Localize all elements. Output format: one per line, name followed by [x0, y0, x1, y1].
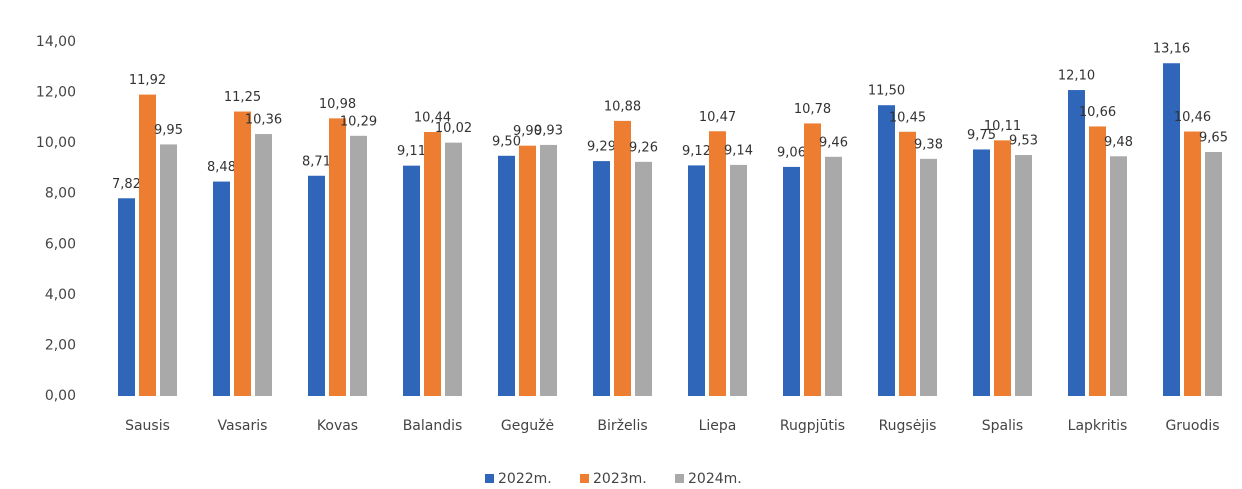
value-label: 10,98: [319, 97, 356, 112]
value-label: 9,26: [629, 140, 658, 155]
bar: [498, 155, 515, 396]
value-label: 9,50: [492, 134, 521, 149]
x-tick-label: Vasaris: [218, 418, 268, 434]
legend-label: 2023m.: [593, 471, 647, 487]
value-label: 10,29: [340, 114, 377, 129]
y-tick-label: 14,00: [36, 34, 76, 50]
value-label: 9,93: [534, 123, 563, 138]
x-tick-label: Balandis: [403, 418, 463, 434]
y-tick-label: 8,00: [45, 186, 76, 202]
legend-label: 2024m.: [688, 471, 742, 487]
bar: [540, 144, 557, 396]
bar: [139, 94, 156, 396]
x-tick-label: Gegužė: [501, 418, 554, 434]
value-label: 9,14: [724, 143, 753, 158]
bar: [424, 132, 441, 396]
value-label: 13,16: [1153, 42, 1190, 57]
value-label: 11,50: [868, 84, 905, 99]
bar: [973, 149, 990, 396]
bar: [1110, 156, 1127, 396]
value-label: 10,47: [699, 110, 736, 125]
value-label: 10,44: [414, 111, 451, 126]
bar: [255, 134, 272, 397]
value-label: 9,46: [819, 135, 848, 150]
value-label: 9,90: [513, 124, 542, 139]
legend-swatch: [675, 474, 684, 483]
bar: [614, 120, 631, 397]
legend-swatch: [580, 474, 589, 483]
bar: [1089, 126, 1106, 396]
bar: [994, 140, 1011, 396]
value-label: 9,95: [154, 123, 183, 138]
legend-label: 2022m.: [498, 471, 552, 487]
bar: [920, 158, 937, 396]
bar: [403, 165, 420, 396]
y-tick-label: 4,00: [45, 287, 76, 303]
value-label: 10,78: [794, 102, 831, 117]
value-label: 10,46: [1174, 110, 1211, 125]
bar: [1163, 63, 1180, 397]
x-tick-label: Lapkritis: [1068, 418, 1128, 434]
bar: [519, 145, 536, 396]
bar: [688, 165, 705, 396]
y-tick-label: 10,00: [36, 135, 76, 151]
value-label: 11,25: [224, 90, 261, 105]
value-label: 9,11: [397, 144, 426, 159]
bar: [1068, 90, 1085, 397]
x-tick-label: Birželis: [597, 418, 647, 434]
value-label: 9,06: [777, 145, 806, 160]
bar: [825, 156, 842, 396]
y-tick-label: 0,00: [45, 388, 76, 404]
bar: [635, 161, 652, 396]
value-label: 7,82: [112, 177, 141, 192]
value-label: 10,45: [889, 110, 926, 125]
bar: [783, 166, 800, 396]
x-tick-label: Spalis: [982, 418, 1023, 434]
value-label: 9,38: [914, 137, 943, 152]
value-label: 9,53: [1009, 134, 1038, 149]
y-tick-label: 12,00: [36, 85, 76, 101]
bar: [804, 123, 821, 397]
bar: [308, 175, 325, 396]
x-tick-label: Rugpjūtis: [780, 418, 845, 434]
x-tick-label: Sausis: [125, 418, 170, 434]
bar: [350, 135, 367, 396]
value-label: 10,02: [435, 121, 472, 136]
value-label: 8,48: [207, 160, 236, 175]
bar: [878, 105, 895, 396]
bar: [1205, 151, 1222, 396]
value-label: 10,36: [245, 113, 282, 128]
bar: [1184, 131, 1201, 397]
y-tick-label: 2,00: [45, 337, 76, 353]
value-label: 12,10: [1058, 69, 1095, 84]
x-tick-label: Liepa: [699, 418, 737, 434]
legend-swatch: [485, 474, 494, 483]
x-tick-label: Gruodis: [1165, 418, 1219, 434]
value-label: 10,66: [1079, 105, 1116, 120]
bar: [445, 142, 462, 396]
x-tick-label: Rugsėjis: [879, 418, 937, 434]
bar: [709, 131, 726, 396]
y-tick-label: 6,00: [45, 236, 76, 252]
x-tick-label: Kovas: [317, 418, 358, 434]
bar: [730, 164, 747, 396]
bar: [329, 118, 346, 396]
value-label: 10,88: [604, 99, 641, 114]
bar: [234, 111, 251, 397]
bar: [160, 144, 177, 396]
value-label: 9,48: [1104, 135, 1133, 150]
bar: [593, 161, 610, 396]
bar: [1015, 155, 1032, 396]
bar: [899, 131, 916, 396]
value-label: 9,29: [587, 140, 616, 155]
value-label: 9,12: [682, 144, 711, 159]
value-label: 11,92: [129, 73, 166, 88]
bar: [118, 198, 135, 396]
value-label: 10,11: [984, 119, 1021, 134]
value-label: 9,75: [967, 128, 996, 143]
bar: [213, 181, 230, 396]
value-label: 8,71: [302, 154, 331, 169]
value-label: 9,65: [1199, 130, 1228, 145]
